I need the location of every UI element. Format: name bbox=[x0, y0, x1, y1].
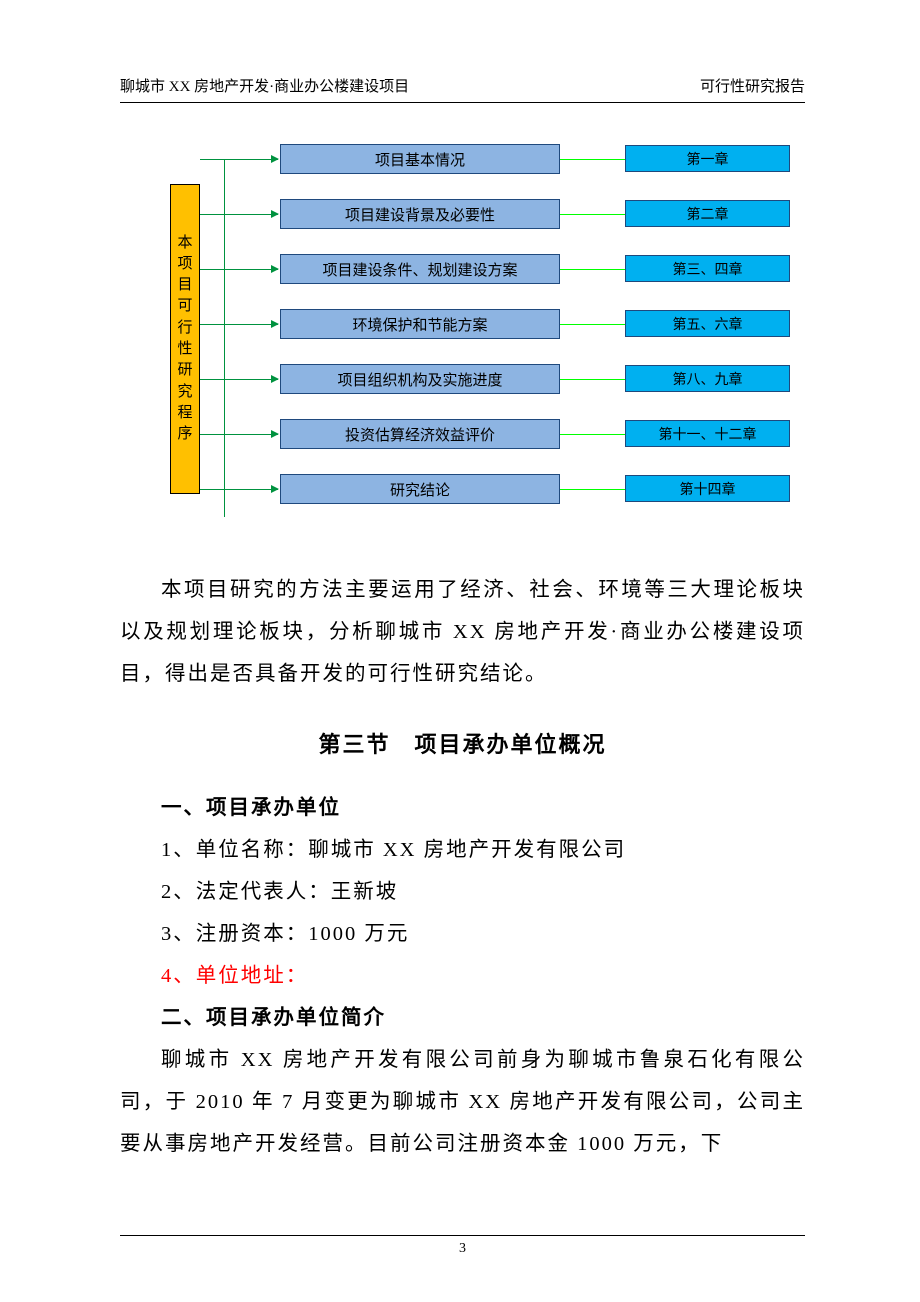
subsection-1-title: 一、项目承办单位 bbox=[120, 787, 805, 829]
arrow-connector bbox=[224, 269, 278, 270]
list-item-1: 1、单位名称：聊城市 XX 房地产开发有限公司 bbox=[120, 829, 805, 871]
body-paragraph-2: 聊城市 XX 房地产开发有限公司前身为聊城市鲁泉石化有限公司，于 2010 年 … bbox=[120, 1039, 805, 1165]
arrow-connector bbox=[224, 489, 278, 490]
arrow-connector bbox=[200, 159, 278, 160]
chapter-box: 第八、九章 bbox=[625, 365, 790, 392]
connector-line bbox=[200, 324, 224, 325]
connector-line-lime bbox=[560, 269, 625, 270]
diagram-rows-container: 项目基本情况 第一章项目建设背景及必要性 第二章项目建设条件、规划建设方案 第三、四章… bbox=[120, 145, 805, 530]
chapter-box: 第三、四章 bbox=[625, 255, 790, 282]
header-left: 聊城市 XX 房地产开发·商业办公楼建设项目 bbox=[120, 75, 409, 96]
chapter-box: 第五、六章 bbox=[625, 310, 790, 337]
connector-line bbox=[200, 214, 224, 215]
flowchart-diagram: 本项目可行性研究程序 项目基本情况第一章项目建设背景及必要性第二章项目建设条件、… bbox=[120, 145, 805, 543]
connector-line bbox=[200, 379, 224, 380]
diagram-row: 项目组织机构及实施进度 第八、九章 bbox=[120, 365, 805, 420]
subsection-2-title: 二、项目承办单位简介 bbox=[120, 997, 805, 1039]
arrow-connector bbox=[224, 434, 278, 435]
list-item-3: 3、注册资本：1000 万元 bbox=[120, 913, 805, 955]
diagram-row: 环境保护和节能方案 第五、六章 bbox=[120, 310, 805, 365]
chapter-box: 第一章 bbox=[625, 145, 790, 172]
connector-line-lime bbox=[560, 379, 625, 380]
chapter-box: 第十一、十二章 bbox=[625, 420, 790, 447]
connector-line-lime bbox=[560, 489, 625, 490]
diagram-row: 项目建设条件、规划建设方案 第三、四章 bbox=[120, 255, 805, 310]
chapter-box: 第十四章 bbox=[625, 475, 790, 502]
arrow-connector bbox=[224, 379, 278, 380]
body-paragraph-1: 本项目研究的方法主要运用了经济、社会、环境等三大理论板块以及规划理论板块，分析聊… bbox=[120, 569, 805, 695]
page-number: 3 bbox=[459, 1241, 466, 1256]
connector-line-lime bbox=[560, 214, 625, 215]
connector-line bbox=[200, 434, 224, 435]
process-box: 项目建设条件、规划建设方案 bbox=[280, 254, 560, 284]
diagram-row: 投资估算经济效益评价 第十一、十二章 bbox=[120, 420, 805, 475]
list-item-2: 2、法定代表人：王新坡 bbox=[120, 871, 805, 913]
process-box: 研究结论 bbox=[280, 474, 560, 504]
connector-line bbox=[200, 269, 224, 270]
list-item-4: 4、单位地址： bbox=[120, 955, 805, 997]
document-page: 聊城市 XX 房地产开发·商业办公楼建设项目 可行性研究报告 本项目可行性研究程… bbox=[0, 0, 920, 1302]
header-right: 可行性研究报告 bbox=[700, 75, 805, 96]
connector-line-lime bbox=[560, 159, 625, 160]
connector-line-lime bbox=[560, 324, 625, 325]
process-box: 环境保护和节能方案 bbox=[280, 309, 560, 339]
diagram-row: 研究结论 第十四章 bbox=[120, 475, 805, 530]
diagram-row: 项目基本情况 第一章 bbox=[120, 145, 805, 200]
connector-line bbox=[200, 489, 224, 490]
page-footer: 3 bbox=[120, 1235, 805, 1257]
section-title: 第三节 项目承办单位概况 bbox=[120, 727, 805, 759]
arrow-connector bbox=[224, 324, 278, 325]
process-box: 项目建设背景及必要性 bbox=[280, 199, 560, 229]
page-header: 聊城市 XX 房地产开发·商业办公楼建设项目 可行性研究报告 bbox=[120, 75, 805, 103]
connector-line-lime bbox=[560, 434, 625, 435]
process-box: 项目组织机构及实施进度 bbox=[280, 364, 560, 394]
process-box: 项目基本情况 bbox=[280, 144, 560, 174]
chapter-box: 第二章 bbox=[625, 200, 790, 227]
arrow-connector bbox=[224, 214, 278, 215]
diagram-row: 项目建设背景及必要性 第二章 bbox=[120, 200, 805, 255]
process-box: 投资估算经济效益评价 bbox=[280, 419, 560, 449]
